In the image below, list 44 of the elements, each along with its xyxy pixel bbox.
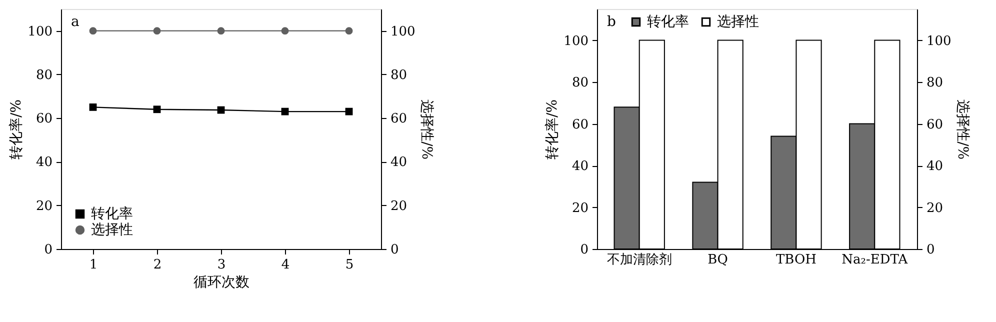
y-axis-title: 转化率/% [8,99,25,160]
y2-tick-label: 40 [390,155,408,170]
x-tick-label: 4 [281,258,290,272]
x-tick-label: 3 [217,258,226,272]
y2-tick-label: 20 [390,198,408,214]
y2-tick-label: 80 [926,76,944,91]
x-tick-label: TBOH [776,252,816,268]
y-tick-label: 80 [36,68,52,83]
y-tick-label: 20 [36,198,52,214]
x-tick-label: 1 [89,258,98,272]
y2-tick-label: 20 [926,200,944,216]
y-tick-label: 100 [564,34,588,49]
y-tick-label: 0 [580,242,588,258]
y2-tick-label: 0 [926,242,935,258]
y-tick-label: 40 [36,155,52,170]
legend-label: 转化率 [647,14,689,30]
x-axis-title: 循环次数 [194,274,250,290]
y-tick-label: 60 [572,117,588,132]
x-tick-label: Na₂-EDTA [842,252,908,268]
y2-tick-label: 40 [926,159,944,174]
y2-tick-label: 100 [926,34,952,49]
x-tick-label: 不加清除剂 [606,252,672,268]
y2-tick-label: 80 [390,68,408,83]
annotation: a [71,14,80,30]
legend-label: 选择性 [91,222,133,238]
x-tick-label: 5 [345,258,354,272]
y2-tick-label: 60 [926,117,944,132]
annotation: b [607,14,616,30]
y2-axis-title: 选择性/% [954,99,970,160]
x-tick-label: 2 [153,258,162,272]
y-tick-label: 60 [36,112,52,127]
y-tick-label: 20 [572,200,588,216]
legend-label: 转化率 [91,206,133,222]
y-tick-label: 0 [44,242,52,258]
y-tick-label: 40 [572,159,588,174]
y2-tick-label: 100 [390,24,416,40]
y2-tick-label: 0 [390,242,399,258]
y2-axis-title: 选择性/% [418,99,434,160]
y-axis-title: 转化率/% [544,99,561,160]
x-tick-label: BQ [708,252,728,268]
y-tick-label: 100 [28,24,52,40]
legend-label: 选择性 [717,14,759,30]
y2-tick-label: 60 [390,112,408,127]
y-tick-label: 80 [572,76,588,91]
